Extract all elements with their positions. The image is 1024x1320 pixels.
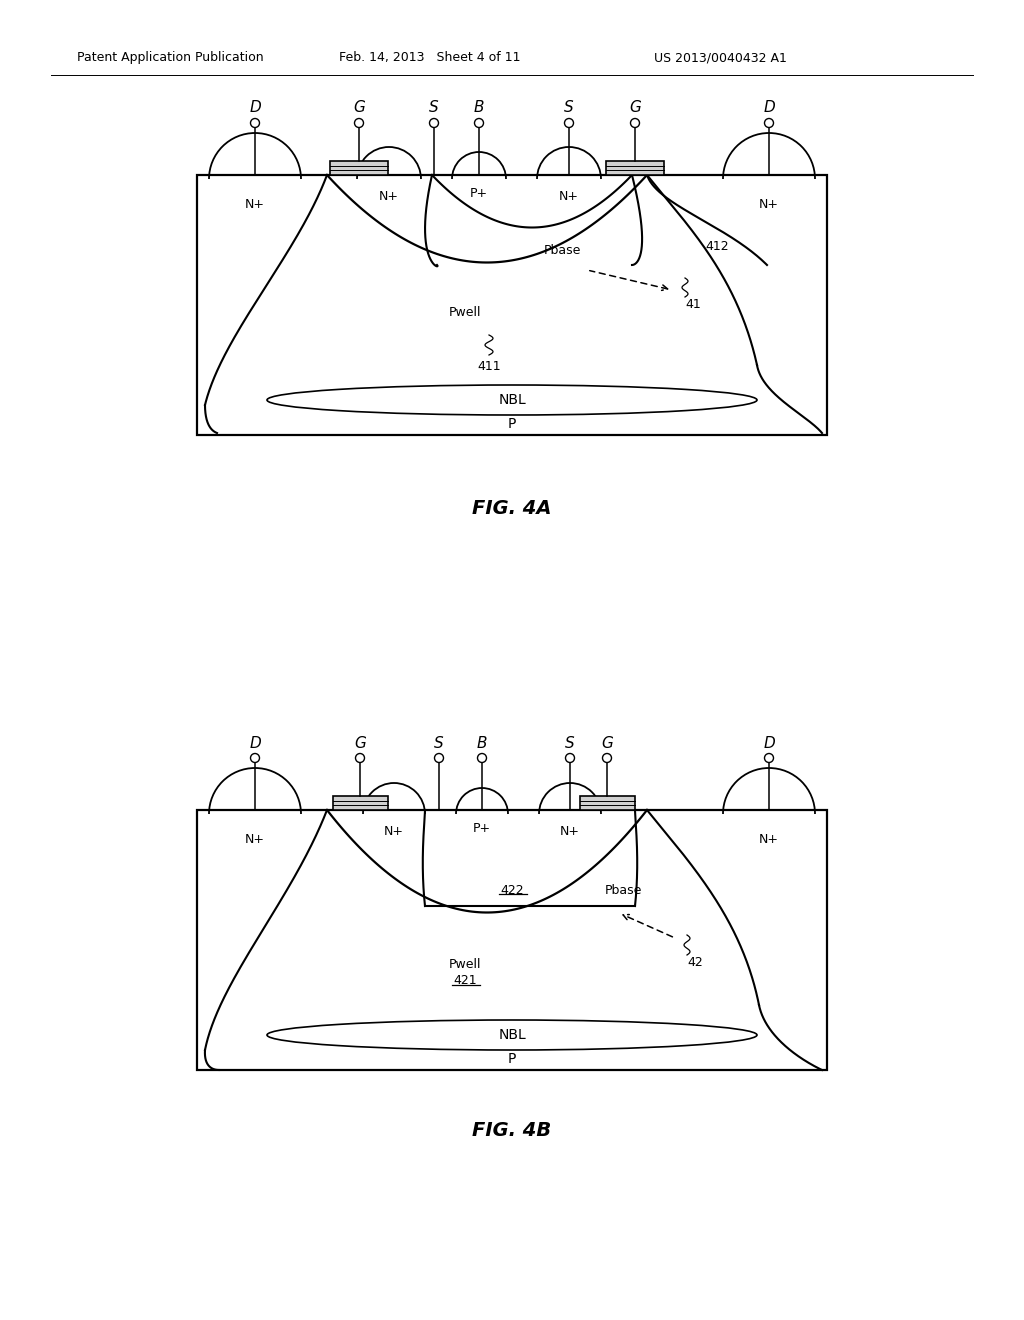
Text: 421: 421 bbox=[454, 974, 477, 986]
Text: P+: P+ bbox=[470, 187, 488, 201]
Text: NBL: NBL bbox=[498, 393, 526, 407]
Text: N+: N+ bbox=[245, 198, 265, 211]
Bar bbox=[580, 796, 635, 810]
Text: N+: N+ bbox=[379, 190, 399, 203]
Circle shape bbox=[434, 754, 443, 763]
Text: Pwell: Pwell bbox=[449, 306, 481, 319]
Circle shape bbox=[631, 119, 640, 128]
Circle shape bbox=[765, 754, 773, 763]
Text: US 2013/0040432 A1: US 2013/0040432 A1 bbox=[653, 51, 786, 65]
Text: 422: 422 bbox=[500, 883, 524, 896]
Text: P: P bbox=[508, 1052, 516, 1067]
Circle shape bbox=[251, 754, 259, 763]
Text: S: S bbox=[429, 100, 439, 116]
Bar bbox=[606, 161, 664, 176]
Text: N+: N+ bbox=[384, 825, 404, 838]
Text: Pwell: Pwell bbox=[449, 958, 481, 972]
Text: D: D bbox=[249, 100, 261, 116]
Bar bbox=[333, 796, 387, 810]
Circle shape bbox=[564, 119, 573, 128]
Text: 412: 412 bbox=[705, 240, 729, 253]
Text: D: D bbox=[763, 735, 775, 751]
Bar bbox=[330, 161, 388, 176]
Circle shape bbox=[355, 754, 365, 763]
Text: NBL: NBL bbox=[498, 1028, 526, 1041]
Text: FIG. 4A: FIG. 4A bbox=[472, 499, 552, 517]
Text: S: S bbox=[434, 735, 443, 751]
Text: N+: N+ bbox=[559, 190, 579, 203]
Text: B: B bbox=[477, 735, 487, 751]
Text: N+: N+ bbox=[245, 833, 265, 846]
Circle shape bbox=[354, 119, 364, 128]
Circle shape bbox=[765, 119, 773, 128]
Text: D: D bbox=[249, 735, 261, 751]
Text: 41: 41 bbox=[685, 298, 700, 312]
Text: G: G bbox=[601, 735, 613, 751]
Text: G: G bbox=[629, 100, 641, 116]
Text: N+: N+ bbox=[560, 825, 580, 838]
Text: P+: P+ bbox=[473, 822, 492, 834]
Text: D: D bbox=[763, 100, 775, 116]
Text: G: G bbox=[353, 100, 365, 116]
Circle shape bbox=[251, 119, 259, 128]
Ellipse shape bbox=[267, 1020, 757, 1049]
Circle shape bbox=[602, 754, 611, 763]
Bar bbox=[197, 810, 827, 1071]
Text: Feb. 14, 2013   Sheet 4 of 11: Feb. 14, 2013 Sheet 4 of 11 bbox=[339, 51, 521, 65]
Text: 42: 42 bbox=[687, 956, 702, 969]
Text: N+: N+ bbox=[759, 833, 779, 846]
Text: 411: 411 bbox=[477, 360, 501, 374]
Bar bbox=[197, 176, 827, 436]
Circle shape bbox=[429, 119, 438, 128]
Text: Patent Application Publication: Patent Application Publication bbox=[77, 51, 263, 65]
Circle shape bbox=[565, 754, 574, 763]
Text: Pbase: Pbase bbox=[544, 243, 581, 256]
Text: N+: N+ bbox=[759, 198, 779, 211]
Circle shape bbox=[477, 754, 486, 763]
Circle shape bbox=[474, 119, 483, 128]
Text: P: P bbox=[508, 417, 516, 432]
Text: B: B bbox=[474, 100, 484, 116]
Text: S: S bbox=[564, 100, 573, 116]
Text: S: S bbox=[565, 735, 574, 751]
Ellipse shape bbox=[267, 385, 757, 414]
Text: G: G bbox=[354, 735, 366, 751]
Text: FIG. 4B: FIG. 4B bbox=[472, 1121, 552, 1139]
Text: Pbase: Pbase bbox=[605, 883, 642, 896]
